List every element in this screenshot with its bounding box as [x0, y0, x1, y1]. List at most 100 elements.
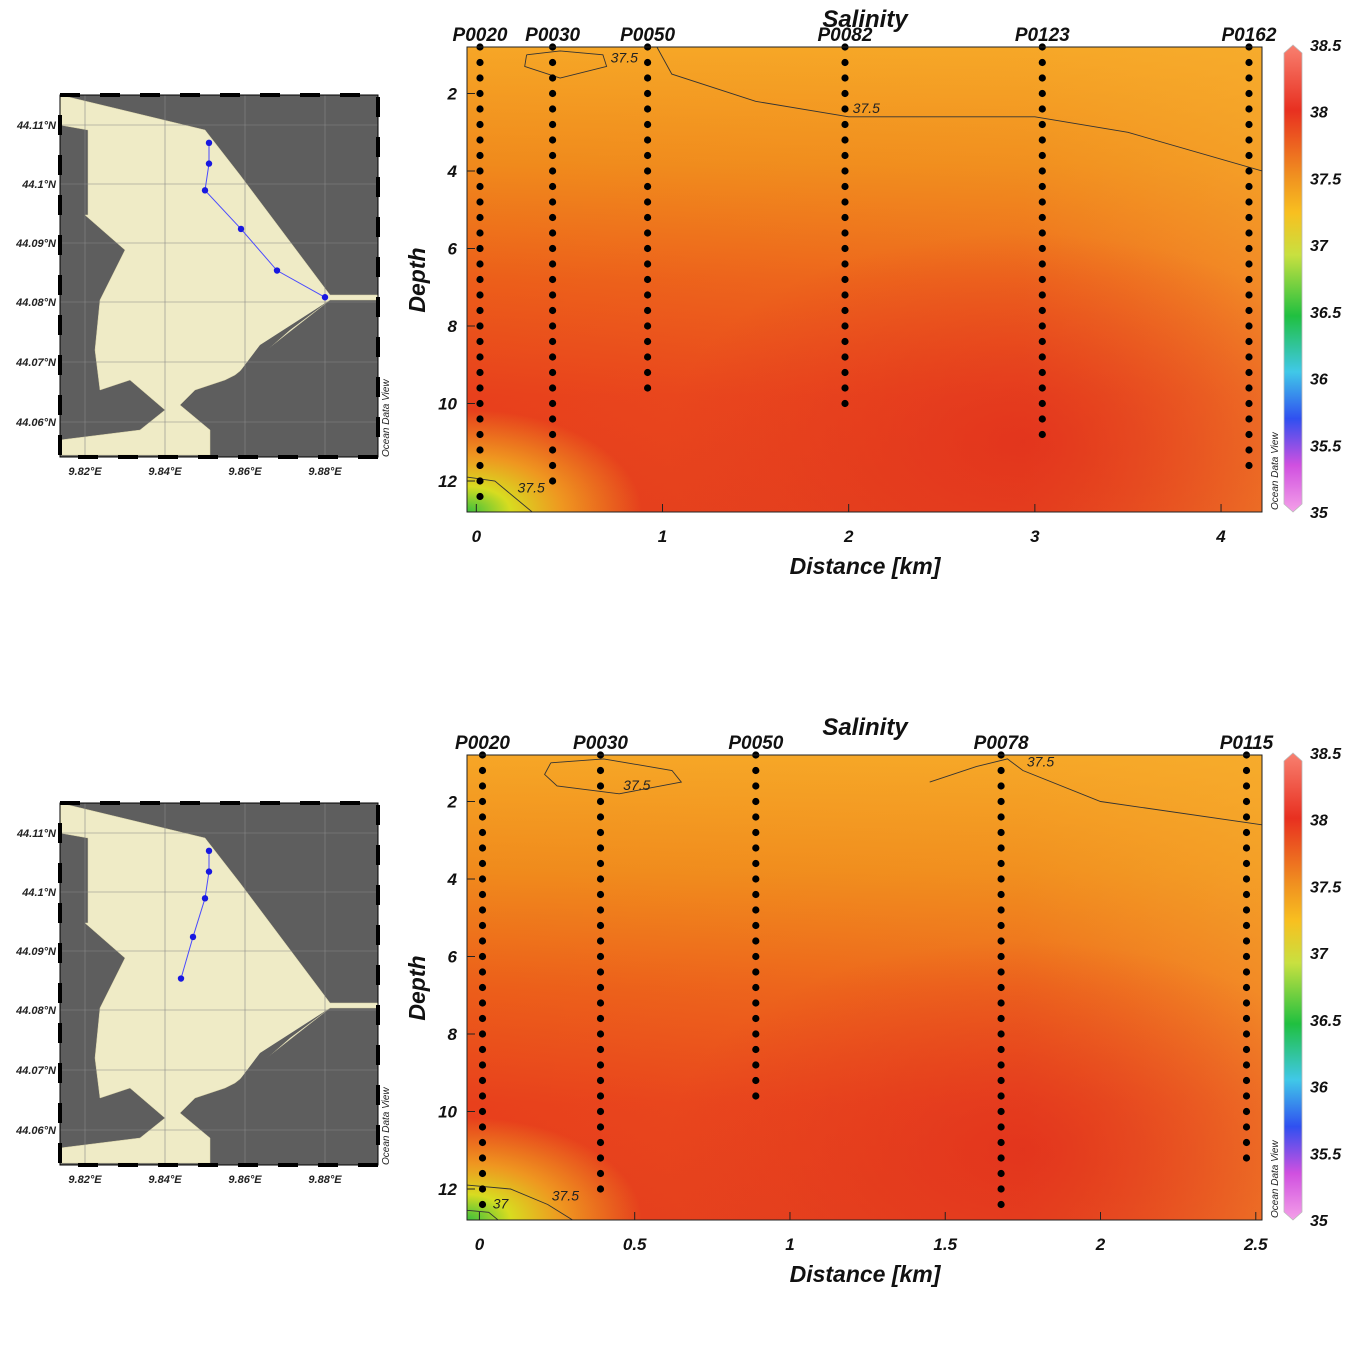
- y-tick-label: 2: [447, 85, 458, 104]
- sample-dot: [476, 322, 484, 330]
- sample-dot: [841, 213, 849, 222]
- sample-dot: [549, 446, 557, 454]
- sample-dot: [596, 999, 605, 1007]
- sample-dot: [752, 766, 760, 775]
- sample-dot: [752, 1076, 760, 1085]
- station-profile: [752, 751, 760, 1100]
- y-tick-label: 2: [447, 793, 458, 812]
- station-label: P0082: [817, 25, 872, 46]
- sample-dot: [1245, 291, 1253, 299]
- field-fresh-corner: [467, 47, 1262, 512]
- sample-dot: [596, 890, 605, 899]
- inset-map: 44.11°N 44.1°N 44.09°N 44.08°N 44.07°N 44.06°…: [15, 801, 392, 1186]
- colorbar-tick-label: 37: [1310, 946, 1329, 963]
- map-lon-label: 9.84°E: [148, 466, 182, 478]
- sample-dot: [752, 828, 760, 837]
- sample-dot: [1245, 275, 1253, 284]
- sample-dot: [1038, 105, 1046, 113]
- sample-dot: [596, 1030, 605, 1038]
- sample-dot: [997, 875, 1005, 883]
- odv-watermark: Ocean Data View: [1270, 1140, 1281, 1218]
- sample-dot: [596, 782, 605, 790]
- sample-dot: [549, 120, 557, 129]
- sample-dot: [997, 1107, 1005, 1116]
- sample-dot: [549, 430, 557, 439]
- sample-dot: [476, 337, 484, 346]
- colorbar-tick-label: 37: [1310, 238, 1329, 255]
- sample-dot: [1242, 766, 1251, 775]
- sample-dot: [997, 813, 1005, 821]
- sample-dot: [1242, 797, 1251, 806]
- sample-dot: [752, 906, 760, 914]
- sample-dot: [1245, 384, 1253, 392]
- x-tick-label: 2: [843, 527, 854, 546]
- station-label: P0162: [1221, 25, 1276, 46]
- sample-dot: [1242, 1154, 1251, 1162]
- sample-dot: [1245, 306, 1253, 315]
- sample-dot: [476, 105, 484, 113]
- sample-dot: [1038, 415, 1046, 423]
- sample-dot: [752, 968, 760, 976]
- contour-line: [656, 47, 1262, 172]
- sample-dot: [1242, 1138, 1251, 1147]
- sample-dot: [476, 291, 484, 299]
- y-tick-label: 8: [448, 1025, 458, 1044]
- plot-frame: [466, 46, 1263, 513]
- sample-dot: [1245, 105, 1253, 113]
- sample-dot: [841, 353, 849, 361]
- sample-dot: [997, 968, 1005, 976]
- sample-dot: [596, 937, 605, 945]
- sample-dot: [1242, 844, 1251, 852]
- sample-dot: [549, 477, 557, 485]
- station-label: P0050: [620, 25, 675, 46]
- map-lon-label: 9.86°E: [228, 466, 262, 478]
- sample-dot: [997, 1076, 1005, 1085]
- sample-dot: [644, 353, 652, 361]
- y-tick-label: 4: [447, 870, 458, 889]
- colorbar-tick-label: 38.5: [1310, 746, 1342, 763]
- colorbar-tick-label: 35.5: [1310, 1146, 1342, 1163]
- sample-dot: [476, 275, 484, 284]
- y-tick-label: 6: [448, 948, 458, 967]
- y-tick-label: 6: [448, 240, 458, 259]
- contour-line: [544, 758, 683, 795]
- x-axis-label: Distance [km]: [790, 1261, 942, 1287]
- sample-dot: [476, 229, 484, 237]
- sample-dot: [997, 1138, 1005, 1147]
- sample-dot: [478, 952, 487, 961]
- sample-dot: [1242, 1076, 1251, 1085]
- sample-dot: [596, 1154, 605, 1162]
- sample-dot: [1242, 875, 1251, 883]
- sample-dot: [644, 337, 652, 346]
- x-tick-label: 2: [1095, 1235, 1106, 1254]
- sample-dot: [997, 1030, 1005, 1038]
- sample-dot: [1245, 198, 1253, 206]
- sample-dot: [549, 399, 557, 408]
- salinity-section-figure-1: 37.5 37.5 37.5 P0020 P0030 P0050 P0082 P0123 P01…: [0, 0, 1361, 640]
- sample-dot: [1242, 890, 1251, 899]
- sample-dot: [549, 415, 557, 423]
- sample-dot: [997, 1169, 1005, 1178]
- sample-dot: [478, 906, 487, 914]
- station-profile: [478, 751, 487, 1209]
- colorbar-tick-label: 38: [1310, 813, 1328, 830]
- sample-dot: [478, 1045, 487, 1054]
- sample-dot: [596, 1014, 605, 1023]
- sample-dot: [1038, 136, 1046, 144]
- station-profile: [476, 43, 484, 501]
- x-tick-label: 0.5: [623, 1235, 647, 1254]
- station-profile: [1245, 43, 1253, 470]
- sample-dot: [997, 1200, 1005, 1209]
- sample-dot: [644, 198, 652, 206]
- sample-dot: [841, 260, 849, 268]
- field-fresh-corner: [467, 755, 1262, 1220]
- sample-dot: [478, 813, 487, 821]
- colorbar-tick-label: 36.5: [1310, 1013, 1342, 1030]
- sample-dot: [644, 58, 652, 67]
- sample-dot: [1038, 399, 1046, 408]
- sample-dot: [997, 1123, 1005, 1131]
- sample-dot: [549, 229, 557, 237]
- station-label: P0020: [455, 733, 510, 754]
- sample-dot: [997, 797, 1005, 806]
- map-station-dot: [237, 225, 245, 233]
